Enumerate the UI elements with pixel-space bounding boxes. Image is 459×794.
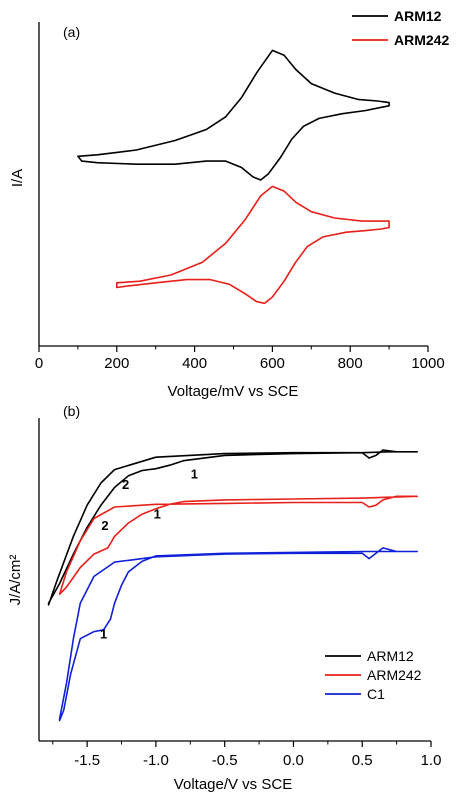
chart-panel-a: 0 200 400 600 800 1000 Voltage/mV vs SCE I/A (a)…	[9, 8, 449, 400]
series-line-c1	[58, 547, 418, 722]
x-tick-label: 1000	[411, 355, 444, 372]
legend-label-arm12: ARM12	[367, 648, 414, 664]
x-tick-label: -1.5	[74, 752, 100, 769]
x-tick-label: 1.0	[421, 752, 442, 769]
x-axis-label: Voltage/V vs SCE	[174, 776, 292, 793]
legend-label-c1: C1	[367, 686, 385, 702]
x-tick-label: 0.5	[352, 752, 373, 769]
series-line-arm12	[77, 49, 390, 181]
legend-label-arm242: ARM242	[367, 667, 422, 683]
x-tick-label: 0.0	[283, 752, 304, 769]
x-tick-label: 800	[338, 355, 363, 372]
x-axis-label: Voltage/mV vs SCE	[168, 383, 299, 400]
series-line-arm242	[116, 185, 390, 305]
legend-label-arm12: ARM12	[394, 8, 442, 24]
y-axis-label: J/A/cm²	[7, 555, 24, 606]
x-tick-label: 200	[104, 355, 129, 372]
peak-annotation: 2	[122, 477, 129, 492]
peak-annotation: 1	[100, 627, 107, 642]
legend-label-arm242: ARM242	[394, 32, 449, 48]
y-axis-label: I/A	[9, 169, 26, 187]
x-tick-label: 400	[182, 355, 207, 372]
peak-annotation: 1	[191, 467, 198, 482]
peak-annotation: 2	[101, 518, 108, 533]
x-tick-label: -1.0	[143, 752, 169, 769]
series-line-arm12	[47, 449, 418, 606]
panel-label: (b)	[63, 403, 80, 419]
chart-panel-b: -1.5 -1.0 -0.5 0.0 0.5 1.0 Voltage/V vs SCE J/A…	[7, 403, 441, 793]
x-tick-label: 600	[260, 355, 285, 372]
series-line-arm242	[58, 495, 418, 595]
peak-annotation: 1	[154, 507, 161, 522]
x-tick-label: -0.5	[212, 752, 238, 769]
x-tick-label: 0	[35, 355, 43, 372]
panel-label: (a)	[63, 24, 80, 40]
